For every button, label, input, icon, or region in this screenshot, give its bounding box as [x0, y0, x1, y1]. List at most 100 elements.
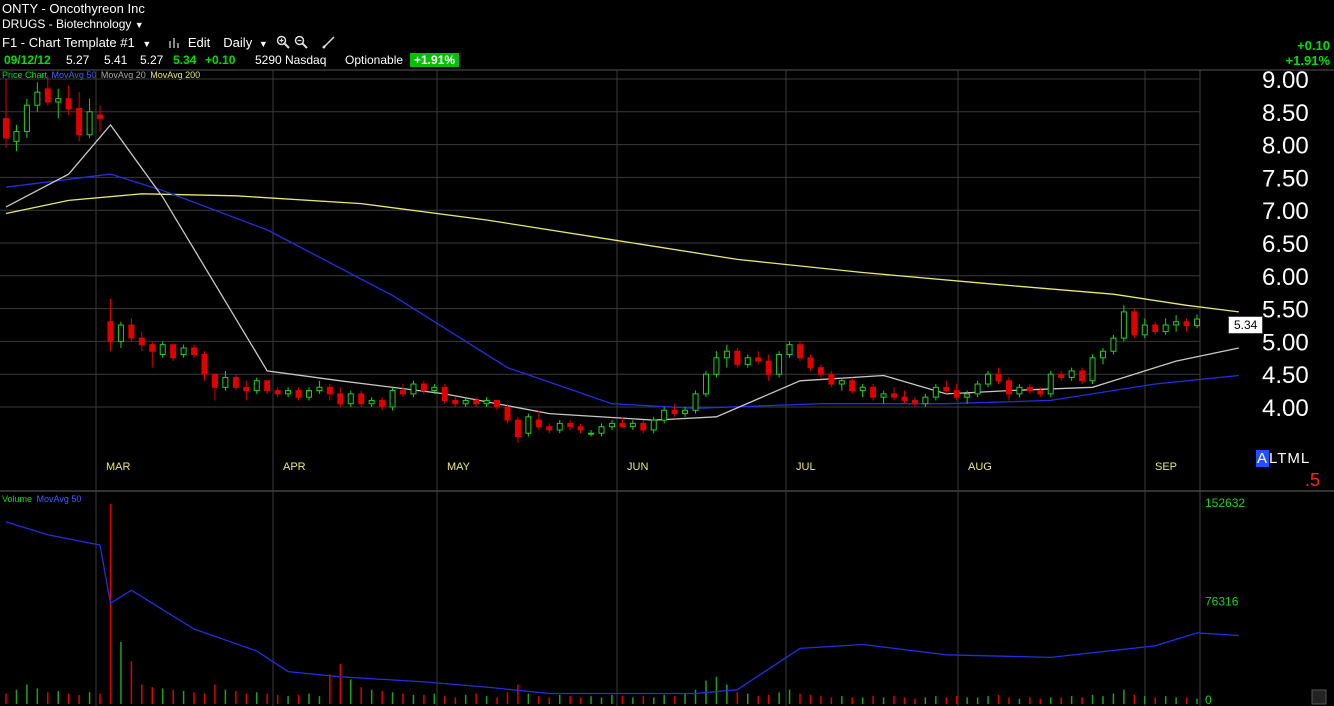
chevron-down-icon: ▼	[134, 20, 144, 30]
scroll-corner	[1311, 689, 1327, 705]
last-price-text: 5.34	[1234, 318, 1258, 332]
y-tick-label: 7.00	[1262, 198, 1309, 225]
change-pct-text: +1.91%	[1285, 53, 1330, 68]
zoom-in-icon[interactable]	[276, 35, 290, 50]
legend-ma50: MovAvg 50	[51, 70, 97, 80]
candle-body	[44, 88, 51, 103]
candle-body	[807, 357, 814, 369]
legend-price: Price Chart	[2, 70, 48, 80]
candle-body	[149, 344, 156, 352]
candle-body	[797, 344, 803, 359]
candle-body	[964, 393, 971, 398]
ma200-line	[5, 193, 1239, 313]
draw-pen-icon[interactable]	[321, 35, 336, 50]
zoom-out-icon[interactable]	[294, 35, 308, 50]
candle-body	[702, 373, 709, 395]
candle-body	[1047, 373, 1054, 395]
candle-body	[483, 399, 490, 405]
candle-body	[473, 399, 480, 405]
candle-body	[337, 393, 344, 405]
candle-body	[755, 357, 762, 362]
candle-body	[911, 399, 918, 405]
candle-body	[880, 393, 887, 398]
legend-ma20: MovAvg 20	[100, 70, 146, 80]
candle-body	[828, 373, 835, 385]
candle-body	[608, 422, 615, 428]
candle-body	[232, 376, 239, 388]
template-dropdown[interactable]: F1 - Chart Template #1 ▼	[2, 35, 151, 50]
edit-label: Edit	[187, 35, 211, 50]
candle-body	[201, 354, 208, 375]
quote-open: 5.27	[66, 53, 90, 67]
quote-bar: 09/12/12 5.27 5.41 5.27 5.34 +0.10 5290 …	[0, 53, 460, 67]
ticker-title: ONTY - Oncothyreon Inc	[2, 1, 145, 16]
quote-change: +0.10	[205, 53, 236, 67]
quote-volume: 5290	[255, 53, 282, 67]
candle-body	[514, 419, 521, 438]
candle-body	[305, 390, 312, 398]
candle-body	[1194, 318, 1200, 327]
candle-body	[1120, 311, 1127, 339]
y-tick-label: 9.00	[1262, 67, 1309, 94]
candle-body	[462, 399, 469, 405]
candle-body	[974, 383, 981, 395]
candle-body	[525, 416, 532, 434]
candle-body	[1099, 350, 1106, 359]
candle-body	[222, 376, 229, 388]
last-price-label: 5.34	[1228, 316, 1264, 334]
quote-high: 5.41	[104, 53, 128, 67]
legend-volume-ma: MovAvg 50	[36, 494, 82, 504]
candle-body	[170, 344, 177, 359]
volume-ma-line	[5, 521, 1239, 695]
candle-body	[577, 426, 584, 431]
candle-body	[535, 419, 542, 428]
candle-body	[138, 337, 145, 346]
candle-body	[932, 386, 939, 398]
month-label: MAY	[447, 461, 471, 473]
ma20-line	[5, 123, 1239, 421]
month-label: SEP	[1155, 461, 1177, 473]
candle-body	[1141, 324, 1148, 336]
candle-body	[671, 409, 678, 415]
candle-body	[556, 422, 563, 431]
price-legend: Price Chart MovAvg 50 MovAvg 20 MovAvg 2…	[2, 70, 202, 80]
candle-body	[619, 422, 626, 428]
y-tick-label: 4.50	[1262, 362, 1309, 389]
volume-tick-label: 152632	[1205, 496, 1245, 510]
altml-tag[interactable]: ALTML	[1256, 450, 1310, 467]
period-label: Daily	[223, 35, 253, 50]
candle-body	[379, 399, 386, 408]
candle-body	[713, 357, 720, 375]
quote-last: 5.34	[173, 53, 197, 67]
candle-body	[191, 347, 198, 356]
edit-button[interactable]: Edit	[169, 35, 210, 50]
candle-body	[588, 432, 595, 435]
sector-dropdown[interactable]: DRUGS - Biotechnology ▼	[2, 17, 144, 31]
candle-body	[640, 422, 647, 431]
candle-body	[243, 386, 250, 392]
candle-body	[1162, 324, 1169, 333]
candle-body	[65, 98, 72, 110]
indicator-digit-text: .5	[1305, 470, 1321, 490]
chevron-down-icon: ▼	[258, 39, 268, 49]
candle-body	[1026, 386, 1033, 392]
candle-body	[274, 390, 281, 395]
candle-body	[76, 108, 83, 136]
candle-body	[253, 380, 260, 392]
candle-body	[326, 386, 333, 395]
change-abs: +0.10	[1297, 38, 1330, 53]
candle-body	[494, 399, 501, 408]
candle-body	[389, 390, 396, 408]
period-dropdown[interactable]: Daily ▼	[223, 35, 267, 50]
candle-body	[128, 324, 135, 339]
candle-body	[650, 419, 657, 431]
ma50-line	[5, 173, 1239, 409]
candle-body	[891, 393, 898, 398]
candle-body	[86, 111, 93, 136]
y-tick-label: 6.00	[1262, 264, 1309, 291]
legend-volume: Volume	[2, 494, 33, 504]
candle-body	[316, 386, 323, 392]
candle-body	[1079, 370, 1086, 382]
candle-body	[598, 426, 605, 434]
